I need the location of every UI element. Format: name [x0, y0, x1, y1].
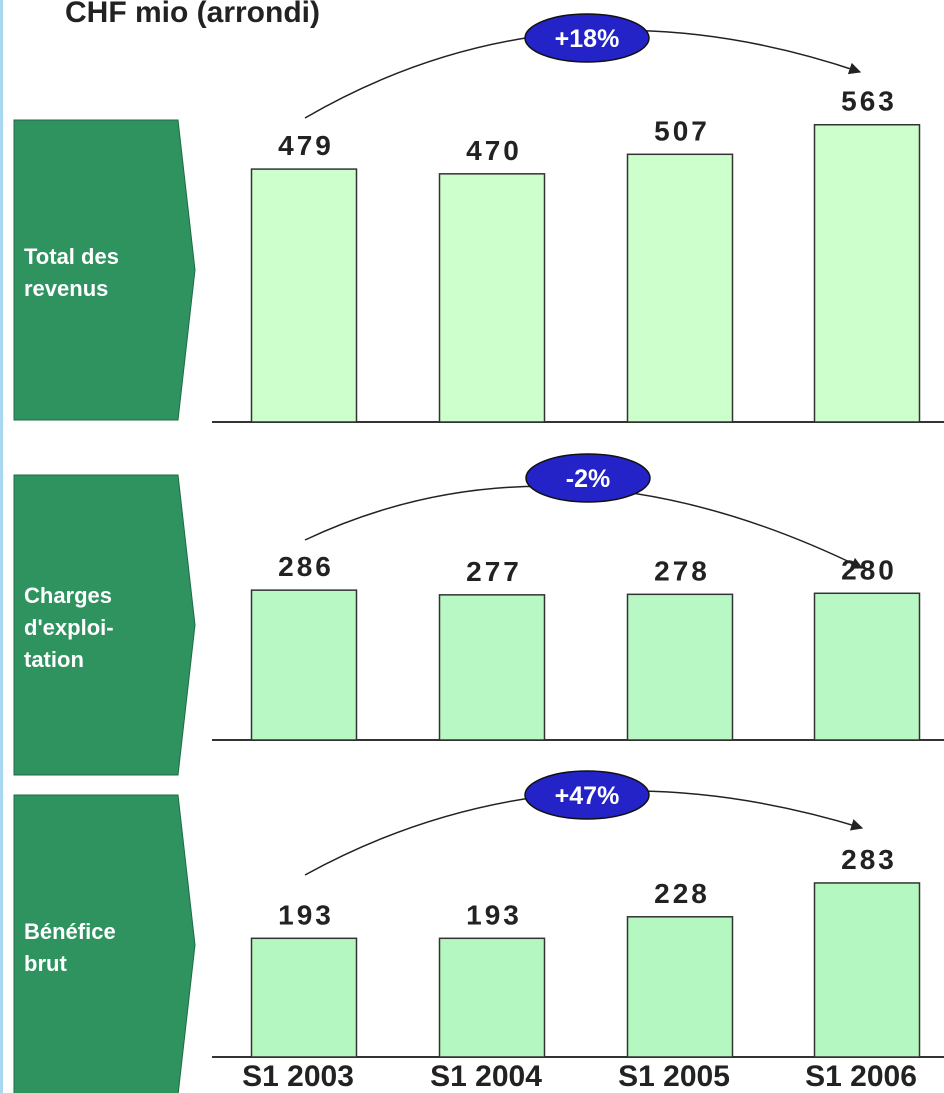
- x-tick-label: S1 2004: [430, 1060, 542, 1093]
- value-label: 507: [654, 115, 710, 146]
- growth-bubble: [524, 13, 650, 63]
- row-label: d'exploi-: [24, 615, 114, 640]
- bar: [438, 594, 546, 741]
- value-label: 193: [466, 899, 522, 930]
- row-label: revenus: [24, 276, 108, 301]
- bar: [250, 589, 358, 741]
- bar: [626, 593, 734, 741]
- bar: [250, 937, 358, 1058]
- value-label: 278: [654, 555, 710, 586]
- growth-label: +47%: [555, 782, 620, 810]
- bar: [813, 123, 921, 423]
- bar: [250, 168, 358, 423]
- value-label: 470: [466, 135, 522, 166]
- bar: [438, 937, 546, 1058]
- row-label: Bénéfice: [24, 919, 116, 944]
- value-label: 283: [841, 844, 897, 875]
- value-label: 228: [654, 878, 710, 909]
- growth-bubble: [525, 453, 651, 503]
- growth-bubble: [524, 770, 650, 820]
- value-label: 193: [278, 899, 334, 930]
- left-border: [0, 0, 3, 1093]
- value-label: 280: [841, 554, 897, 585]
- bar: [626, 153, 734, 423]
- x-tick-label: S1 2005: [618, 1060, 730, 1093]
- value-label: 286: [278, 551, 334, 582]
- chart-title: CHF mio (arrondi): [65, 0, 320, 29]
- x-tick-label: S1 2003: [242, 1060, 354, 1093]
- row-label-tag: [13, 474, 196, 776]
- value-label: 563: [841, 86, 897, 117]
- row-label-tag: [13, 794, 196, 1093]
- bar: [438, 173, 546, 423]
- row-label: Charges: [24, 583, 112, 608]
- row-label: Total des: [24, 244, 119, 269]
- bar: [813, 882, 921, 1058]
- row-label: tation: [24, 647, 84, 672]
- growth-label: -2%: [566, 465, 610, 493]
- x-tick-label: S1 2006: [805, 1060, 917, 1093]
- bar: [626, 916, 734, 1058]
- value-label: 479: [278, 130, 334, 161]
- value-label: 277: [466, 556, 522, 587]
- growth-label: +18%: [555, 25, 620, 53]
- row-label-tag: [13, 119, 196, 421]
- bar: [813, 592, 921, 741]
- row-label: brut: [24, 951, 67, 976]
